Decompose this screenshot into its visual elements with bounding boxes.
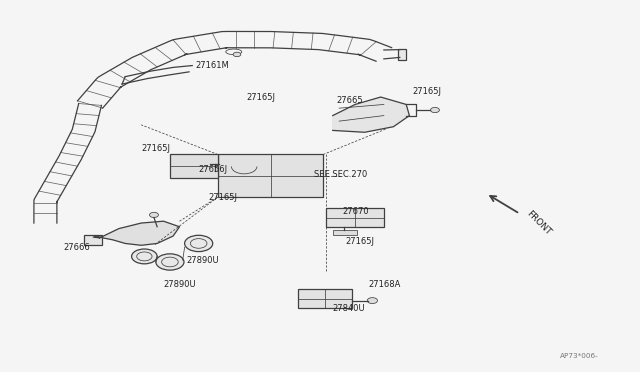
Circle shape <box>233 52 241 57</box>
Circle shape <box>210 172 219 177</box>
Text: 27840U: 27840U <box>333 304 365 313</box>
Text: 27656J: 27656J <box>198 165 228 174</box>
Text: 27665: 27665 <box>336 96 363 105</box>
Text: 27161M: 27161M <box>195 61 229 70</box>
Circle shape <box>431 108 440 113</box>
Text: 27670: 27670 <box>342 208 369 217</box>
Bar <box>298 289 352 308</box>
Circle shape <box>367 298 378 304</box>
Polygon shape <box>333 97 410 132</box>
Text: 27165J: 27165J <box>246 93 276 102</box>
Bar <box>218 154 323 197</box>
Text: 27165J: 27165J <box>346 237 374 246</box>
Circle shape <box>132 249 157 264</box>
Polygon shape <box>93 221 179 245</box>
Circle shape <box>156 254 184 270</box>
Text: 27168A: 27168A <box>368 280 400 289</box>
Text: 27890U: 27890U <box>164 280 196 289</box>
Bar <box>84 235 102 245</box>
Bar <box>170 154 218 178</box>
Text: 27165J: 27165J <box>141 144 170 153</box>
Text: 27666: 27666 <box>63 243 90 251</box>
FancyBboxPatch shape <box>398 49 406 60</box>
Text: 27165J: 27165J <box>413 87 442 96</box>
Text: FRONT: FRONT <box>524 209 552 237</box>
Circle shape <box>184 235 212 251</box>
Circle shape <box>150 212 159 218</box>
Text: AP73*006-: AP73*006- <box>559 353 598 359</box>
Bar <box>326 208 384 227</box>
Text: 27890U: 27890U <box>186 256 218 264</box>
Bar <box>333 230 357 235</box>
Text: 27165J: 27165J <box>208 193 237 202</box>
Text: SEE SEC.270: SEE SEC.270 <box>314 170 367 179</box>
